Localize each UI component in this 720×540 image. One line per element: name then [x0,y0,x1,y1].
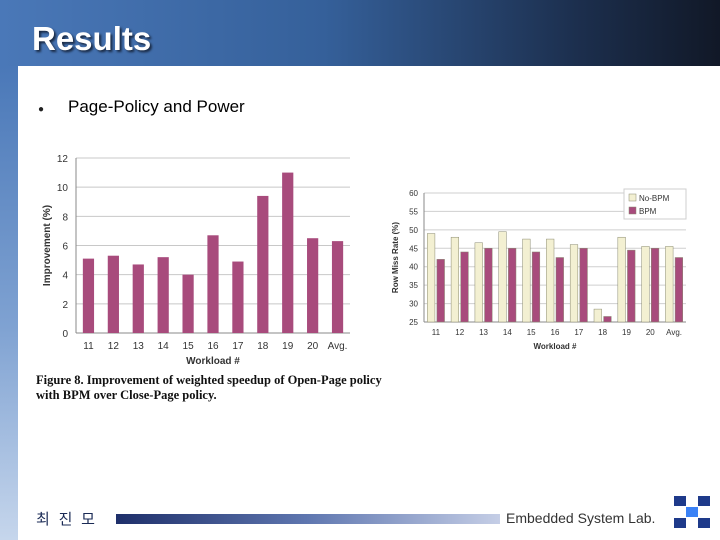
bar-no-bpm [617,236,626,323]
y-tick-label: 45 [409,244,418,253]
slide-title: Results [32,20,152,57]
x-tick-label: 16 [551,328,560,337]
bar-bpm [651,248,660,323]
y-axis-title: Row Miss Rate (%) [391,222,400,293]
y-tick-label: 4 [62,271,68,282]
author-name: 최 진 모 [36,510,97,528]
x-tick-label: 11 [83,341,94,352]
x-tick-label: Avg. [666,328,682,337]
x-axis-title: Workload # [534,342,578,351]
y-tick-label: 60 [409,189,418,198]
y-tick-label: 12 [57,154,69,165]
lab-name: Embedded System Lab. [506,510,656,526]
bar-no-bpm [593,308,602,323]
bar-no-bpm [498,231,507,323]
bar [107,255,119,333]
left-stripe [0,66,18,540]
bar-bpm [508,248,517,323]
bar [257,195,269,333]
y-tick-label: 0 [62,329,68,340]
x-tick-label: 13 [133,341,145,352]
x-tick-label: 18 [598,328,607,337]
bar-bpm [531,251,541,323]
bar [207,235,219,333]
bar-bpm [674,257,683,323]
y-tick-label: 6 [62,242,68,253]
bar-bpm [484,248,493,323]
y-tick-label: 50 [409,226,418,235]
x-tick-label: 15 [183,341,195,352]
x-tick-label: 12 [108,341,120,352]
bar [282,172,294,333]
bar-no-bpm [450,236,459,323]
bar [132,264,144,333]
bar [182,274,194,333]
bar-no-bpm [474,242,483,323]
x-tick-label: 14 [503,328,512,337]
x-tick-label: 17 [232,341,244,352]
x-tick-label: 17 [574,328,583,337]
bar-no-bpm [546,238,555,323]
improvement-chart: 0 2 4 6 8 10 12 11 12 13 14 15 16 17 18 19 20 Avg. Workloa… [42,154,350,367]
y-axis-title: Improvement (%) [42,205,53,286]
x-tick-label: 12 [455,328,464,337]
x-tick-label: 20 [307,341,319,352]
y-tick-label: 2 [62,300,68,311]
y-tick-label: 30 [409,300,418,309]
x-tick-label: 18 [257,341,269,352]
x-tick-label: 16 [207,341,219,352]
y-tick-label: 10 [57,183,69,194]
bullet-icon: ● [38,104,45,115]
y-tick-label: 8 [62,212,68,223]
lab-logo-icon [674,496,710,528]
bar-bpm [627,249,636,323]
bar-bpm [436,259,445,323]
row-miss-rate-chart: 25 30 35 40 45 50 55 60 11 12 13 14 15 16 17 18 19 20 Avg.… [391,188,687,351]
x-tick-label: 11 [432,328,441,337]
bar [82,258,95,333]
bar-bpm [579,248,588,323]
bullet-text: Page-Policy and Power [68,97,245,116]
bar-no-bpm [665,246,674,323]
legend-swatch [628,206,637,215]
legend-swatch [628,193,637,202]
y-tick-label: 55 [409,207,418,216]
bar-bpm [460,251,469,323]
y-tick-label: 25 [409,318,418,327]
x-tick-label: 14 [158,341,170,352]
bar [307,238,319,333]
bar-no-bpm [569,244,579,323]
legend-label: BPM [639,207,657,216]
x-tick-label: Avg. [328,341,348,352]
x-tick-label: 13 [479,328,488,337]
bar-no-bpm [427,233,436,323]
figure-caption: Figure 8. Improvement of weighted speedu… [36,373,382,402]
bar-no-bpm [522,238,531,323]
x-axis-title: Workload # [186,356,240,367]
legend-label: No-BPM [639,194,670,203]
bar [157,257,169,333]
x-tick-label: 19 [622,328,631,337]
bar-bpm [603,316,612,323]
bar-no-bpm [641,246,650,323]
y-tick-label: 35 [409,281,418,290]
x-tick-label: 20 [646,328,655,337]
x-tick-label: 19 [282,341,294,352]
title-bar [0,0,720,66]
bar [232,261,244,333]
x-tick-label: 15 [527,328,536,337]
y-tick-label: 40 [409,263,418,272]
bar [331,241,344,333]
footer-bar [116,514,500,524]
bar-bpm [555,257,564,323]
